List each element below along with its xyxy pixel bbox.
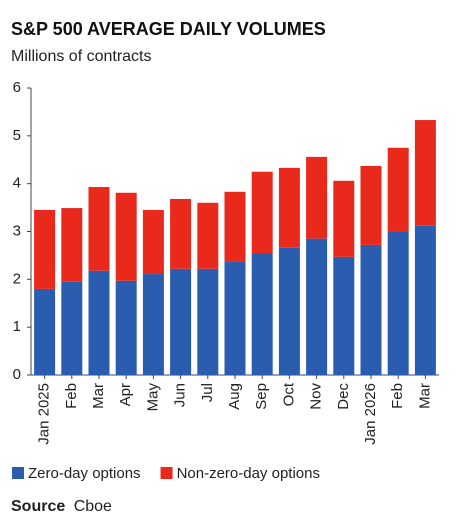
chart-subtitle: Millions of contracts — [11, 48, 152, 65]
x-tick-label: Feb — [389, 383, 406, 409]
bar-segment — [88, 270, 110, 375]
bar-segment — [34, 209, 56, 289]
bar-segment — [278, 247, 300, 375]
y-tick-label: 5 — [13, 127, 21, 144]
bar-segment — [115, 192, 137, 281]
chart-title: S&P 500 AVERAGE DAILY VOLUMES — [11, 19, 326, 39]
x-tick-label: Sep — [253, 383, 270, 410]
x-tick-label: Jul — [199, 383, 216, 402]
bar-segment — [170, 268, 192, 375]
bar-segment — [360, 244, 382, 375]
x-tick-label: Mar — [416, 383, 433, 409]
bar-segment — [387, 147, 409, 232]
bar-segment — [142, 209, 164, 275]
bar-segment — [414, 120, 436, 226]
bar-segment — [224, 261, 246, 375]
bar-segment — [88, 187, 110, 271]
legend-swatch — [160, 467, 173, 479]
y-tick-label: 2 — [13, 270, 21, 287]
y-tick-label: 1 — [13, 318, 21, 335]
source-label: Source — [11, 498, 65, 515]
bar-segment — [142, 274, 164, 375]
x-tick-label: Aug — [226, 383, 243, 410]
x-tick-label: Jun — [172, 383, 189, 407]
x-tick-label: Oct — [280, 382, 297, 406]
source-text: Cboe — [74, 498, 112, 515]
bar-segment — [115, 280, 137, 375]
x-tick-label: Feb — [63, 383, 80, 409]
bar-segment — [170, 198, 192, 269]
bar-segment — [61, 208, 83, 282]
bar-segment — [306, 156, 328, 239]
bar-segment — [34, 288, 56, 375]
bar-segment — [414, 225, 436, 375]
bar-segment — [251, 171, 273, 254]
x-tick-label: May — [144, 383, 161, 412]
legend-label: Zero-day options — [28, 465, 141, 482]
bar-segment — [61, 281, 83, 375]
y-tick-label: 3 — [13, 222, 21, 239]
x-tick-label: Nov — [308, 383, 325, 410]
bar-segment — [387, 231, 409, 375]
legend-swatch — [12, 467, 24, 479]
bar-segment — [278, 167, 300, 248]
x-tick-label: Dec — [335, 383, 352, 410]
y-tick-label: 4 — [13, 175, 21, 192]
x-tick-label: Jan 2026 — [362, 383, 379, 445]
source: Source Cboe — [11, 498, 112, 515]
bar-segment — [360, 165, 382, 245]
bar-segment — [197, 202, 219, 269]
bar-segment — [251, 253, 273, 375]
bar-segment — [224, 191, 246, 262]
bar-segment — [333, 256, 355, 375]
bar-segment — [333, 180, 355, 257]
legend-label: Non-zero-day options — [177, 465, 320, 482]
y-tick-label: 0 — [13, 366, 21, 383]
bar-segment — [306, 238, 328, 375]
x-tick-label: Mar — [90, 383, 107, 409]
x-tick-label: Apr — [117, 383, 134, 406]
bar-segment — [197, 268, 219, 375]
x-tick-label: Jan 2025 — [36, 383, 53, 445]
y-tick-label: 6 — [13, 79, 21, 96]
